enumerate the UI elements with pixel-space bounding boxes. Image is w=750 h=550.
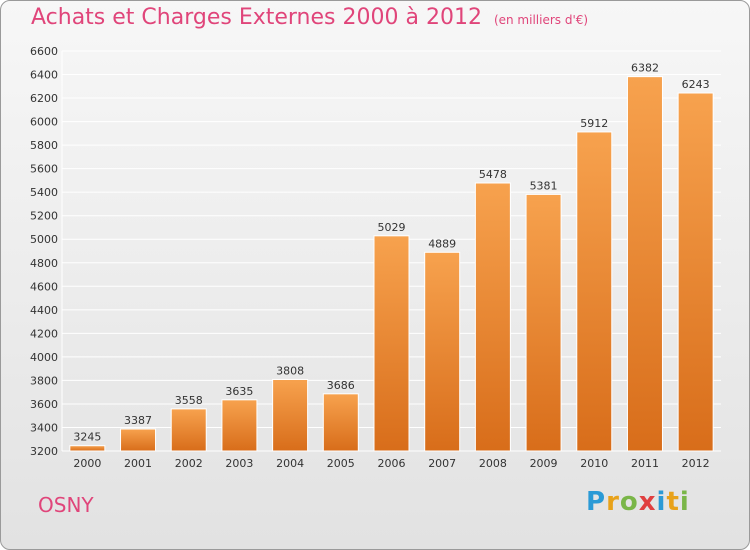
x-tick-label: 2011 [631,457,659,470]
bar [626,76,663,452]
x-tick-label: 2007 [428,457,456,470]
data-label: 5029 [378,221,406,234]
x-tick-label: 2000 [73,457,101,470]
y-tick-label: 4600 [30,280,58,293]
x-tick-label: 2003 [225,457,253,470]
x-tick-label: 2009 [530,457,558,470]
bar [170,408,207,452]
bar [525,193,562,452]
y-tick-labels: 3200 3400 3600 3800 4000 4200 4400 4600 4800 5000… [30,45,58,458]
bar [221,399,258,452]
data-label: 5381 [530,179,558,192]
chart-subtitle: (en milliers d'€) [493,13,589,27]
bar [576,131,613,452]
data-label: 3387 [124,414,152,427]
data-label: 4889 [428,237,456,250]
y-tick-label: 4000 [30,351,58,364]
y-tick-label: 6000 [30,116,58,129]
logo-letter: i [656,487,667,517]
y-tick-label: 4200 [30,327,58,340]
data-label: 5912 [580,117,608,130]
logo-letter: t [666,487,680,517]
y-tick-label: 5200 [30,210,58,223]
y-tick-label: 4400 [30,304,58,317]
y-tick-label: 3400 [30,421,58,434]
data-label: 3686 [327,379,355,392]
y-tick-label: 4800 [30,257,58,270]
x-tick-label: 2002 [175,457,203,470]
logo-letter: o [619,487,639,517]
y-tick-label: 5800 [30,139,58,152]
x-tick-label: 2005 [327,457,355,470]
logo-letter: i [679,487,690,517]
y-tick-label: 5000 [30,233,58,246]
data-label: 6243 [682,78,710,91]
y-tick-label: 3600 [30,398,58,411]
data-label: 3245 [73,431,101,444]
bar [677,92,714,452]
bar [322,393,359,452]
logo-letter: x [638,487,657,517]
x-tick-labels: 2000 2001 2002 2003 2004 2005 2006 2007 2008 2009… [73,457,709,470]
x-tick-label: 2004 [276,457,304,470]
y-tick-label: 5600 [30,163,58,176]
city-name: OSNY [38,493,94,517]
data-label: 3808 [276,364,304,377]
y-tick-label: 3200 [30,445,58,458]
x-tick-label: 2001 [124,457,152,470]
y-tick-label: 6600 [30,45,58,58]
bar [373,235,410,452]
logo-letter: r [606,487,620,517]
x-tick-label: 2010 [580,457,608,470]
chart-title: Achats et Charges Externes 2000 à 2012 (e… [31,5,588,30]
proxiti-logo[interactable]: Proxiti [586,487,690,517]
y-tick-label: 5400 [30,186,58,199]
data-label: 5478 [479,168,507,181]
bar [272,378,309,452]
x-tick-label: 2008 [479,457,507,470]
data-label: 3635 [225,385,253,398]
logo-letter: P [586,487,607,517]
bars [69,76,714,452]
y-tick-label: 6400 [30,69,58,82]
x-tick-label: 2006 [378,457,406,470]
bar [120,428,157,452]
x-tick-label: 2012 [682,457,710,470]
bar [424,251,461,452]
y-tick-label: 3800 [30,374,58,387]
chart-title-text: Achats et Charges Externes 2000 à 2012 [31,5,482,30]
y-tick-label: 6200 [30,92,58,105]
bar [474,182,511,452]
data-label: 6382 [631,62,659,75]
data-label: 3558 [175,394,203,407]
data-labels: 3245 3387 3558 3635 3808 3686 5029 4889 5478 5381… [73,62,709,444]
bar [69,445,106,452]
